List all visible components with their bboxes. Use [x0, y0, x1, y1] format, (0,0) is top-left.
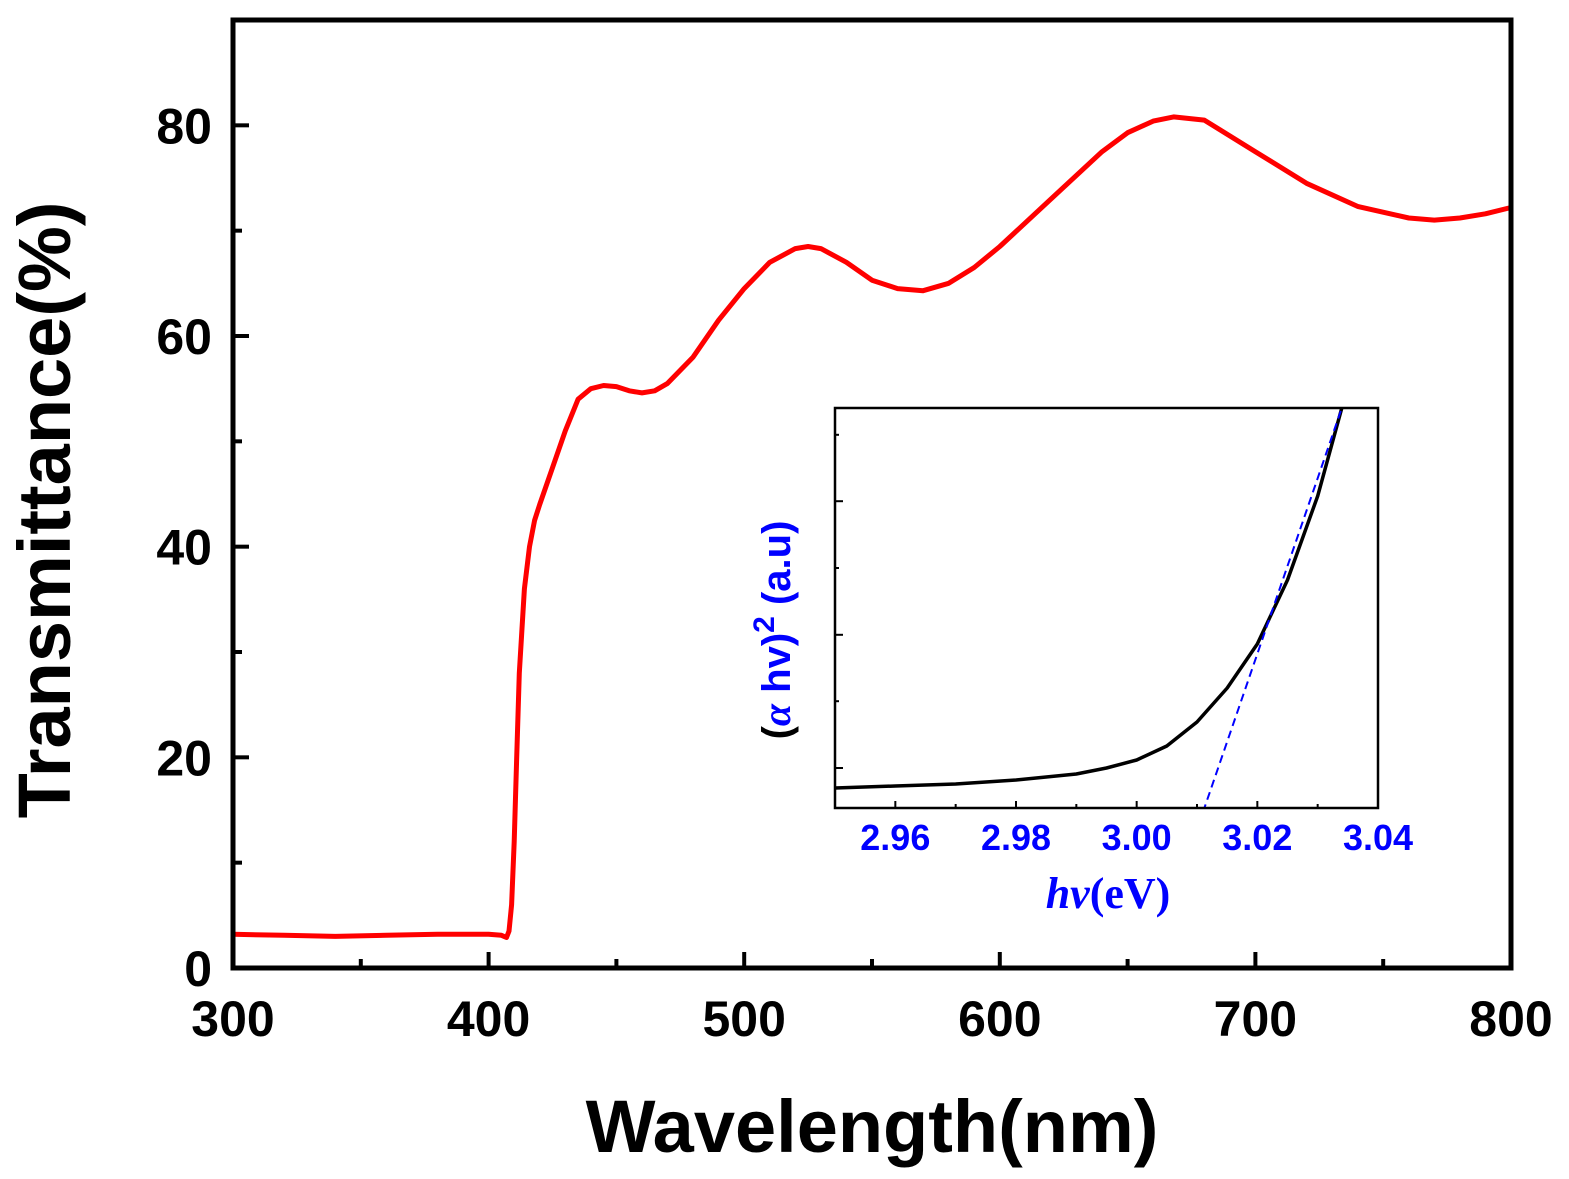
- x-tick-label-600: 600: [958, 991, 1041, 1047]
- inset-x-tick-label-2.98: 2.98: [981, 817, 1051, 858]
- inset-background: [835, 408, 1378, 808]
- inset-series-group: [835, 408, 1344, 808]
- inset-xlabel-unit: (eV): [1090, 869, 1171, 918]
- y-tick-label-80: 80: [156, 98, 212, 154]
- inset-x-axis-title: hν(eV): [1046, 869, 1171, 918]
- x-axis-title: Wavelength(nm): [586, 1085, 1159, 1168]
- y-tick-label-0: 0: [184, 941, 212, 997]
- y-tick-label-40: 40: [156, 520, 212, 576]
- x-tick-label-700: 700: [1214, 991, 1297, 1047]
- x-tick-label-400: 400: [447, 991, 530, 1047]
- inset-y-axis: [835, 433, 843, 769]
- inset-plot-frame: [833, 406, 1380, 810]
- main-x-axis: 300 400 500 600 700 800: [191, 952, 1553, 1047]
- inset-ylabel-unit: (a.u): [755, 521, 799, 617]
- inset-x-tick-label-3.02: 3.02: [1222, 817, 1292, 858]
- y-tick-label-60: 60: [156, 309, 212, 365]
- main-y-axis: 0 20 40 60 80: [156, 98, 249, 997]
- inset-xlabel-nu: ν: [1070, 869, 1090, 918]
- inset-ylabel-exponent: 2: [748, 616, 781, 633]
- inset-y-axis-title: (α hv)2 (a.u): [748, 521, 799, 740]
- x-tick-label-300: 300: [191, 991, 274, 1047]
- main-plot-area: [230, 114, 1514, 940]
- y-axis-title: Transmittance(%): [3, 202, 86, 819]
- inset-plot-area: [835, 408, 1344, 808]
- inset-ylabel-hv: hv): [755, 633, 799, 704]
- transmittance-series-line: [230, 114, 1514, 940]
- inset-x-tick-label-2.96: 2.96: [860, 817, 930, 858]
- inset-tauc-curve: [835, 408, 1344, 790]
- inset-x-tick-label-3.00: 3.00: [1102, 817, 1172, 858]
- inset-x-tick-label-3.04: 3.04: [1343, 817, 1413, 858]
- inset-x-axis: 2.96 2.98 3.00 3.02 3.04: [834, 801, 1413, 858]
- y-tick-label-20: 20: [156, 730, 212, 786]
- inset-ylabel-open: (: [755, 725, 799, 739]
- inset-xlabel-h: h: [1046, 869, 1070, 918]
- inset-ylabel-alpha: α: [754, 703, 799, 726]
- x-tick-label-800: 800: [1469, 991, 1552, 1047]
- x-tick-label-500: 500: [702, 991, 785, 1047]
- inset-linear-fit-line: [1203, 408, 1343, 808]
